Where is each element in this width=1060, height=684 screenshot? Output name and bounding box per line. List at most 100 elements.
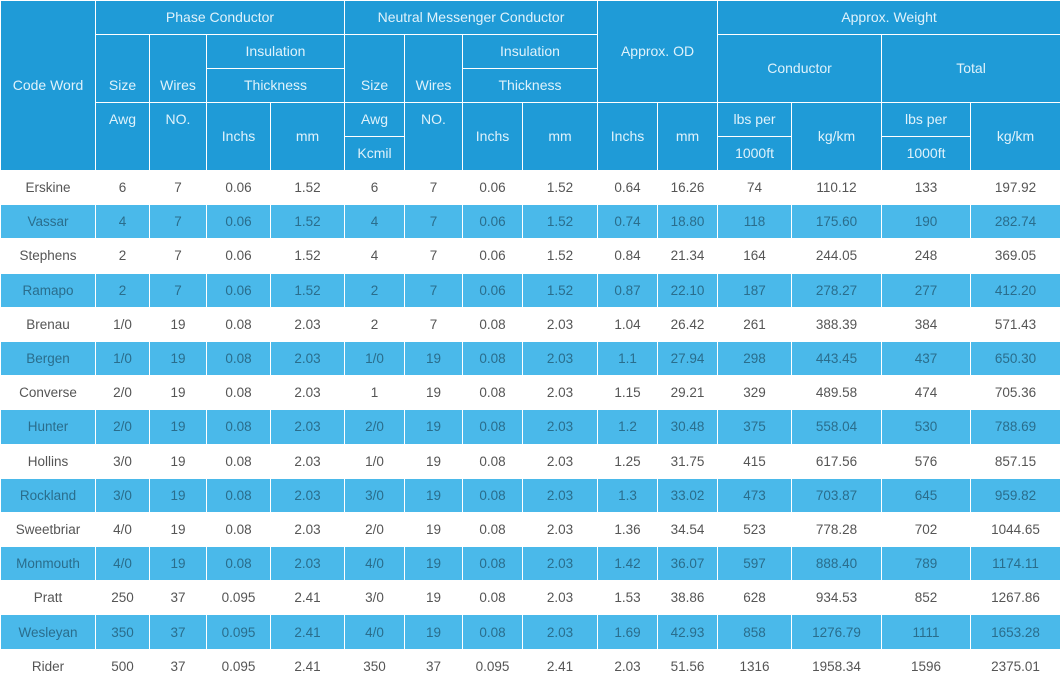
cell-n-insulation-inchs: 0.06 — [463, 171, 523, 205]
cell-od-mm: 36.07 — [658, 547, 718, 581]
cell-insulation-inchs: 0.08 — [207, 410, 271, 444]
cell-size-awg: 2/0 — [96, 376, 150, 410]
cell-total-lbs: 133 — [882, 171, 971, 205]
header-conductor-lbs-bottom: 1000ft — [718, 137, 792, 171]
cell-conductor-kgkm: 175.60 — [792, 205, 882, 239]
header-n-wires-top: Wires — [405, 35, 463, 103]
cell-conductor-kgkm: 244.05 — [792, 239, 882, 273]
cell-size-awg: 500 — [96, 649, 150, 683]
cell-n-wires: 19 — [405, 341, 463, 375]
cell-od-inchs: 1.25 — [598, 444, 658, 478]
cell-n-wires: 19 — [405, 376, 463, 410]
cell-od-mm: 51.56 — [658, 649, 718, 683]
cell-conductor-lbs: 415 — [718, 444, 792, 478]
cell-conductor-lbs: 118 — [718, 205, 792, 239]
cell-n-insulation-mm: 2.03 — [523, 376, 598, 410]
cell-wires: 19 — [150, 512, 207, 546]
cell-od-mm: 18.80 — [658, 205, 718, 239]
cell-size-awg: 4/0 — [96, 512, 150, 546]
cell-total-kgkm: 2375.01 — [971, 649, 1060, 683]
cell-od-mm: 30.48 — [658, 410, 718, 444]
cell-conductor-lbs: 187 — [718, 273, 792, 307]
cell-wires: 19 — [150, 444, 207, 478]
cell-conductor-lbs: 261 — [718, 307, 792, 341]
cell-conductor-kgkm: 934.53 — [792, 581, 882, 615]
cell-insulation-mm: 2.03 — [271, 512, 345, 546]
cell-total-kgkm: 571.43 — [971, 307, 1060, 341]
cell-n-size: 4 — [345, 205, 405, 239]
header-mm: mm — [271, 103, 345, 171]
cell-code-word: Erskine — [1, 171, 96, 205]
cell-size-awg: 1/0 — [96, 341, 150, 375]
cell-total-lbs: 384 — [882, 307, 971, 341]
cell-total-lbs: 1596 — [882, 649, 971, 683]
cell-od-mm: 34.54 — [658, 512, 718, 546]
header-od-mm: mm — [658, 103, 718, 171]
cell-n-insulation-mm: 2.03 — [523, 307, 598, 341]
cell-conductor-kgkm: 443.45 — [792, 341, 882, 375]
header-code-word: Code Word — [1, 1, 96, 171]
header-total: Total — [882, 35, 1060, 103]
cell-insulation-inchs: 0.06 — [207, 239, 271, 273]
cell-code-word: Stephens — [1, 239, 96, 273]
header-neutral-conductor: Neutral Messenger Conductor — [345, 1, 598, 35]
header-wires-top: Wires — [150, 35, 207, 103]
cell-total-lbs: 277 — [882, 273, 971, 307]
cell-conductor-lbs: 523 — [718, 512, 792, 546]
cell-insulation-mm: 1.52 — [271, 205, 345, 239]
cell-wires: 7 — [150, 239, 207, 273]
cell-conductor-lbs: 628 — [718, 581, 792, 615]
cell-total-lbs: 576 — [882, 444, 971, 478]
cell-od-mm: 42.93 — [658, 615, 718, 649]
header-insulation-bottom: Thickness — [207, 69, 345, 103]
cell-conductor-kgkm: 617.56 — [792, 444, 882, 478]
cell-n-size: 3/0 — [345, 478, 405, 512]
cell-n-size: 1 — [345, 376, 405, 410]
cell-insulation-mm: 2.03 — [271, 444, 345, 478]
cell-n-wires: 7 — [405, 205, 463, 239]
cell-conductor-lbs: 164 — [718, 239, 792, 273]
cell-n-insulation-inchs: 0.08 — [463, 376, 523, 410]
cell-code-word: Wesleyan — [1, 615, 96, 649]
cell-n-size: 4/0 — [345, 615, 405, 649]
header-inchs: Inchs — [207, 103, 271, 171]
cell-od-inchs: 0.64 — [598, 171, 658, 205]
cell-n-wires: 7 — [405, 273, 463, 307]
cell-code-word: Bergen — [1, 341, 96, 375]
cell-insulation-inchs: 0.08 — [207, 547, 271, 581]
cell-size-awg: 4 — [96, 205, 150, 239]
cell-code-word: Hunter — [1, 410, 96, 444]
cell-od-inchs: 1.53 — [598, 581, 658, 615]
cell-insulation-inchs: 0.095 — [207, 649, 271, 683]
cell-size-awg: 1/0 — [96, 307, 150, 341]
header-approx-od: Approx. OD — [598, 1, 718, 103]
cell-n-size: 3/0 — [345, 581, 405, 615]
header-total-kgkm: kg/km — [971, 103, 1060, 171]
header-n-insulation-bottom: Thickness — [463, 69, 598, 103]
cell-total-kgkm: 1653.28 — [971, 615, 1060, 649]
cell-od-inchs: 0.87 — [598, 273, 658, 307]
cell-insulation-mm: 2.03 — [271, 376, 345, 410]
cell-total-lbs: 852 — [882, 581, 971, 615]
cell-insulation-mm: 2.41 — [271, 649, 345, 683]
cell-od-mm: 31.75 — [658, 444, 718, 478]
cell-insulation-inchs: 0.095 — [207, 581, 271, 615]
cell-total-kgkm: 650.30 — [971, 341, 1060, 375]
cell-n-size: 2/0 — [345, 512, 405, 546]
cell-od-mm: 38.86 — [658, 581, 718, 615]
cell-od-inchs: 0.74 — [598, 205, 658, 239]
cell-n-wires: 19 — [405, 581, 463, 615]
cell-wires: 37 — [150, 649, 207, 683]
cell-size-awg: 6 — [96, 171, 150, 205]
cell-total-lbs: 789 — [882, 547, 971, 581]
cell-n-size: 2 — [345, 307, 405, 341]
cell-n-insulation-inchs: 0.08 — [463, 547, 523, 581]
cell-wires: 19 — [150, 376, 207, 410]
